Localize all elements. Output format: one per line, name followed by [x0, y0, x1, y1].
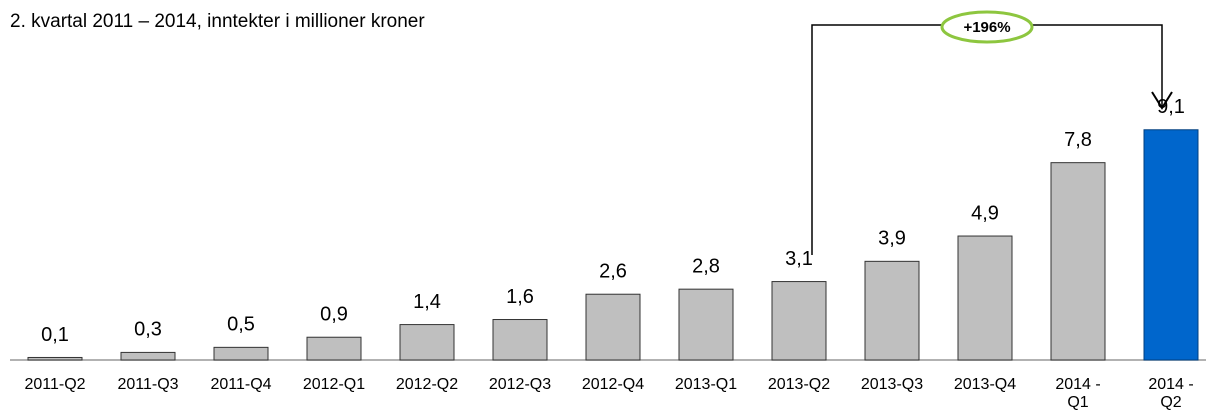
x-tick-label: 2013-Q2 [767, 376, 831, 393]
bar [120, 351, 176, 361]
value-label: 7,8 [1064, 129, 1092, 151]
bar [678, 288, 734, 361]
x-tick-label: 2012-Q4 [581, 376, 645, 393]
bar [27, 356, 83, 361]
bar [771, 281, 827, 361]
value-label: 9,1 [1157, 96, 1185, 118]
value-label: 0,9 [320, 304, 348, 326]
x-tick-label: 2011-Q4 [210, 376, 272, 393]
x-tick-label: 2012-Q3 [488, 376, 552, 393]
x-tick-label: 2013-Q1 [674, 376, 738, 393]
value-label: 4,9 [971, 202, 999, 224]
bar [1143, 129, 1199, 361]
x-tick-label: 2011-Q2 [24, 376, 86, 393]
arrow-head [1151, 91, 1173, 110]
bar [213, 346, 269, 361]
value-label: 0,3 [134, 319, 162, 341]
x-tick-label: 2011-Q3 [117, 376, 179, 393]
bar [864, 260, 920, 361]
x-tick-label: 2013-Q3 [860, 376, 924, 393]
bar [399, 324, 455, 361]
x-tick-label: 2014 - Q2 [1148, 376, 1194, 411]
value-label: 0,1 [41, 324, 69, 346]
bar [957, 235, 1013, 361]
x-tick-label: 2014 - Q1 [1055, 376, 1101, 411]
x-tick-label: 2012-Q2 [395, 376, 459, 393]
value-label: 2,8 [692, 255, 720, 277]
bar [492, 319, 548, 361]
bar [306, 336, 362, 361]
value-label: 1,4 [413, 291, 441, 313]
bar [585, 293, 641, 361]
value-label: 3,1 [785, 248, 813, 270]
x-tick-label: 2013-Q4 [953, 376, 1017, 393]
value-label: 1,6 [506, 286, 534, 308]
bar [1050, 162, 1106, 361]
chart-subtitle: 2. kvartal 2011 – 2014, inntekter i mill… [10, 11, 425, 32]
value-label: 0,5 [227, 314, 255, 336]
x-tick-label: 2012-Q1 [302, 376, 366, 393]
annotation: +196% [963, 19, 1010, 36]
value-label: 3,9 [878, 228, 906, 250]
annotation-pill [940, 10, 1034, 44]
value-label: 2,6 [599, 261, 627, 283]
